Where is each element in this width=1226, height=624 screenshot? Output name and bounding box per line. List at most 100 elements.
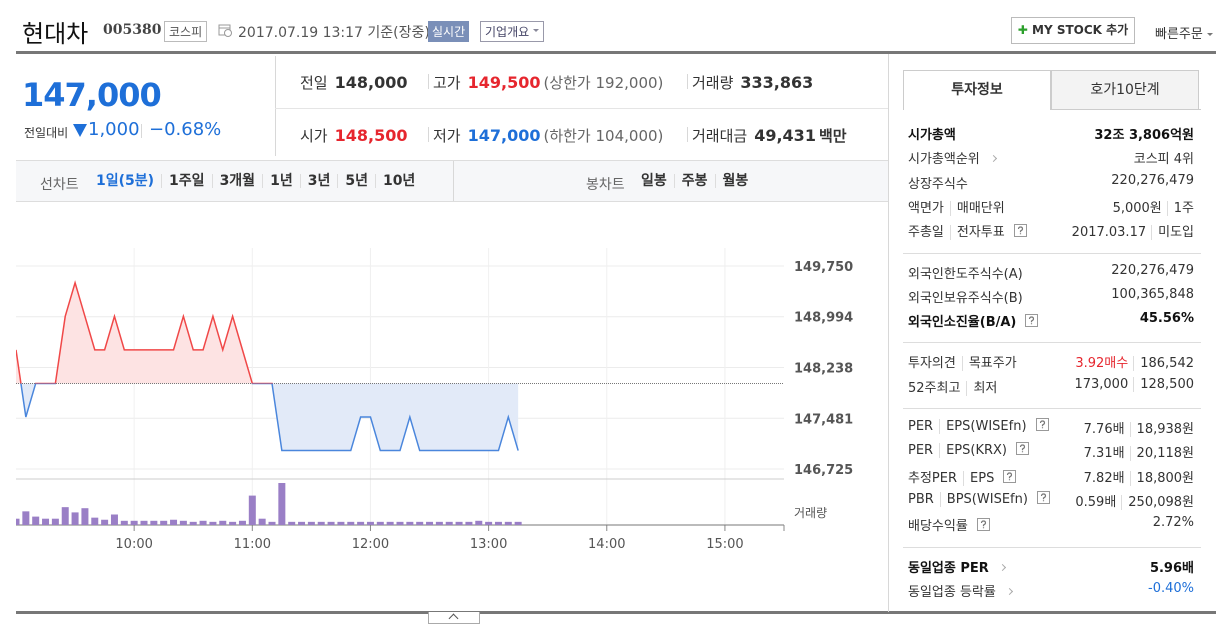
info-label: 상장주식수 [908,173,974,192]
change-label: 전일대비 [24,126,69,140]
volume-bar [376,521,384,525]
volume-bar [307,521,315,525]
line-tab[interactable]: 3개월 [211,174,263,188]
volume-label: 거래량 [794,506,827,520]
volume-bar [386,521,394,525]
volume-bar [71,512,79,525]
value-part: 20,118원 [1129,446,1194,462]
info-label: 배당수익률 [908,515,990,534]
price-line [16,280,519,452]
company-label: 기업개요 [485,25,530,39]
label-part: PER [908,419,934,434]
summary-label: 고가 [433,74,461,92]
summary-value: 333,863 [740,73,814,92]
volume-bar [150,520,158,525]
info-value: 3.92매수 186,542 [1075,352,1194,372]
summary-item: 저가 147,000 (하한가 104,000) [433,125,663,146]
value-part: 5.96배 [1149,560,1194,576]
help-glyph [1029,316,1035,325]
volume-bar [61,507,69,525]
volume-bar [465,521,473,525]
quick-order[interactable]: 빠른주문 [1155,23,1213,42]
info-label: PER EPS(WISEfn) [908,418,1049,434]
volume-bar [455,521,463,525]
my-stock-button[interactable]: ✚ MY STOCK 추가 [1011,17,1135,44]
panel-tab[interactable]: 호가10단계 [1051,70,1199,110]
summary-value: 148,000 [334,73,408,92]
line-tab[interactable]: 1년 [262,174,300,188]
line-tab[interactable]: 10년 [374,174,422,188]
header-rule [16,51,1216,54]
candle-tab[interactable]: 주봉 [673,174,715,188]
value-part: 186,542 [1133,356,1194,372]
help-icon[interactable] [1016,442,1030,456]
panel-tab[interactable]: 투자정보 [903,70,1051,110]
value-part: 1주 [1166,200,1194,216]
volume-bar [140,520,148,525]
line-tab[interactable]: 3년 [299,174,338,188]
volume-bar [130,520,138,525]
label-part: EPS(WISEfn) [939,419,1033,434]
separator [141,124,142,138]
help-icon[interactable] [1036,490,1050,504]
info-label: 추정PER EPS [908,467,1017,486]
candle-tab[interactable]: 월봉 [714,174,756,188]
info-label: 액면가 매매단위 [908,197,1011,216]
help-glyph [1017,226,1023,235]
section-rule [903,408,1201,409]
label-part: 추정PER [908,470,958,486]
help-icon[interactable] [1003,469,1017,483]
x-tick-label: 13:00 [470,537,507,552]
line-tab[interactable]: 1일(5분) [96,173,155,189]
info-value: 32조 3,806억원 [1094,124,1194,143]
datetime: 2017.07.19 13:17 기준(장중) [238,25,430,41]
price-chart: 149,750 148,994 148,238 147,481 146,725 10:00… [16,248,853,552]
line-chart-label: 선차트 [40,177,79,193]
candle-tab[interactable]: 일봉 [641,173,667,189]
help-icon[interactable] [1013,224,1027,238]
company-button[interactable]: 기업개요 [480,21,545,42]
summary-item: 고가 149,500 (상한가 192,000) [433,72,663,93]
info-label: 52주최고 최저 [908,377,1004,396]
volume-bar [209,521,217,525]
line-tabs: 1일(5분) 1주일 3개월 1년 3년 5년 10년 [89,174,422,188]
summary-note: (상한가 192,000) [543,74,664,92]
volume-bar [445,521,453,525]
summary-label: 저가 [433,127,461,145]
section-rule [903,546,1201,548]
label-part: 외국인소진율(B/A) [908,315,1017,331]
summary-value: 147,000 [467,126,541,145]
line-tab[interactable]: 1주일 [161,174,212,188]
help-icon[interactable] [1035,418,1049,431]
volume-bar [317,521,325,525]
info-label: 동일업종 등락률 [908,581,1013,600]
volume-bar [120,520,128,525]
value-part: 220,276,479 [1111,262,1194,278]
volume-bar [435,521,443,525]
volume-bar [347,521,355,525]
info-value: 0.59배 250,098원 [1075,491,1194,510]
y-tick-label: 146,725 [794,463,853,478]
volume-bar [357,521,365,525]
help-icon[interactable] [1025,314,1039,328]
help-icon[interactable] [976,518,990,532]
summary-item: 거래량 333,863 [692,72,813,93]
volume-bar [179,520,187,525]
separator [453,161,454,201]
summary-item: 시가 148,500 [300,125,407,146]
info-value: 173,000 128,500 [1074,376,1194,392]
label-part: EPS [963,470,1001,486]
change-amount: 1,000 [88,119,140,140]
collapse-toggle[interactable] [428,612,480,624]
help-glyph [1039,420,1045,429]
my-stock-label: MY STOCK 추가 [1032,23,1129,37]
info-label: 외국인소진율(B/A) [908,311,1039,331]
realtime-badge[interactable]: 실시간 [428,21,470,42]
label-part: PER [908,443,934,459]
panel-divider [888,54,889,612]
line-tab[interactable]: 5년 [337,174,375,188]
label-part: 상장주식수 [908,176,968,192]
volume-bar [475,520,483,525]
label-part: EPS(KRX) [939,443,1014,459]
label-part: 주총일 [908,225,944,241]
